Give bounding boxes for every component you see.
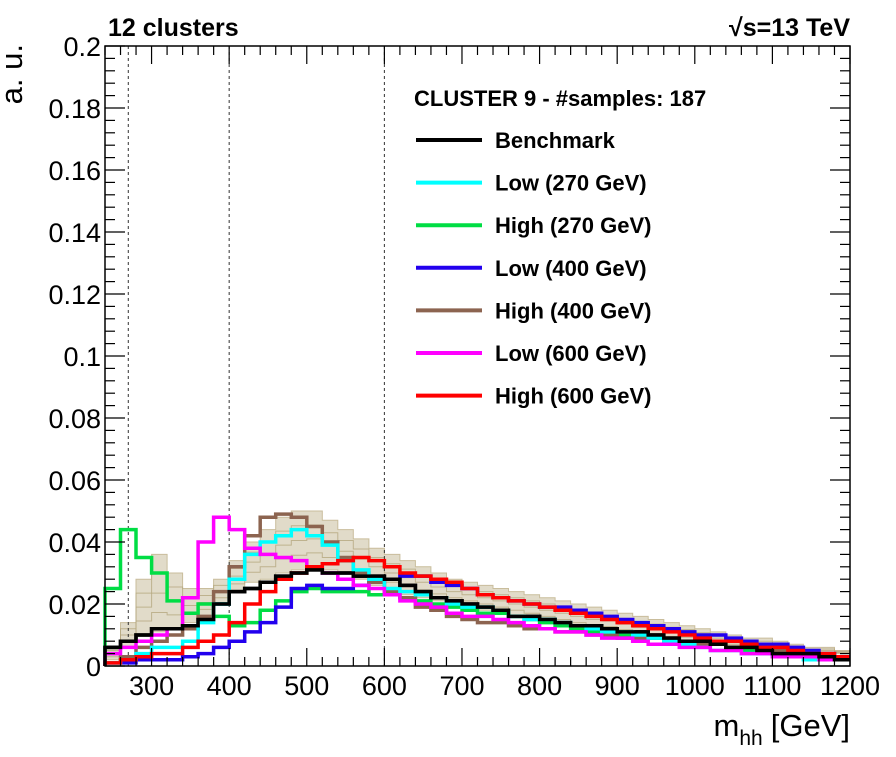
x-axis-title-sub: hh — [739, 727, 762, 750]
legend-label-low-400-gev: Low (400 GeV) — [495, 256, 647, 281]
x-tick-label-600: 600 — [362, 671, 407, 701]
y-tick-label-2: 0.04 — [48, 528, 101, 558]
legend-label-high-400-gev: High (400 GeV) — [495, 298, 651, 323]
x-axis-title-main: m — [714, 708, 740, 743]
cluster-count-label: 12 clusters — [108, 14, 239, 42]
y-tick-label-8: 0.16 — [48, 156, 101, 186]
legend-label-low-600-gev: Low (600 GeV) — [495, 341, 647, 366]
series-low-600-gev — [103, 515, 850, 666]
series-benchmark-top — [103, 568, 850, 666]
x-axis-title: mhh [GeV] — [714, 708, 850, 750]
histogram-series — [103, 512, 850, 666]
y-tick-label-3: 0.06 — [48, 466, 101, 496]
legend-label-high-600-gev: High (600 GeV) — [495, 384, 651, 409]
y-tick-label-7: 0.14 — [48, 218, 101, 248]
y-tick-label-1: 0.02 — [48, 590, 101, 620]
y-tick-label-10: 0.2 — [63, 32, 101, 62]
series-high-600-gev — [103, 555, 850, 666]
x-tick-label-700: 700 — [439, 671, 484, 701]
y-tick-label-6: 0.12 — [48, 280, 101, 310]
x-tick-label-800: 800 — [517, 671, 562, 701]
x-tick-label-1000: 1000 — [665, 671, 725, 701]
y-tick-label-9: 0.18 — [48, 94, 101, 124]
energy-label: √s=13 TeV — [729, 14, 850, 42]
axis-ticks — [104, 45, 851, 667]
legend-title: CLUSTER 9 - #samples: 187 — [414, 86, 706, 111]
legend-label-low-270-gev: Low (270 GeV) — [495, 171, 647, 196]
legend: Benchmark Low (270 GeV) High (270 GeV) Low … — [416, 128, 651, 409]
x-tick-label-400: 400 — [207, 671, 252, 701]
x-tick-label-900: 900 — [595, 671, 640, 701]
x-tick-label-1100: 1100 — [743, 671, 801, 701]
x-tick-label-500: 500 — [284, 671, 329, 701]
x-tick-label-300: 300 — [129, 671, 174, 701]
legend-label-high-270-gev: High (270 GeV) — [495, 213, 651, 238]
y-tick-label-4: 0.08 — [48, 404, 101, 434]
axis-tick-labels: 300 400 500 600 700 800 900 1000 1100 1200 0 0.02 0.… — [48, 32, 880, 701]
y-tick-label-0: 0 — [86, 652, 101, 682]
y-axis-title: a. u. — [0, 44, 29, 104]
x-axis-title-unit: [GeV] — [771, 708, 850, 743]
y-tick-label-5: 0.1 — [63, 342, 101, 372]
x-tick-label-1200: 1200 — [820, 671, 880, 701]
legend-label-benchmark: Benchmark — [495, 128, 616, 153]
